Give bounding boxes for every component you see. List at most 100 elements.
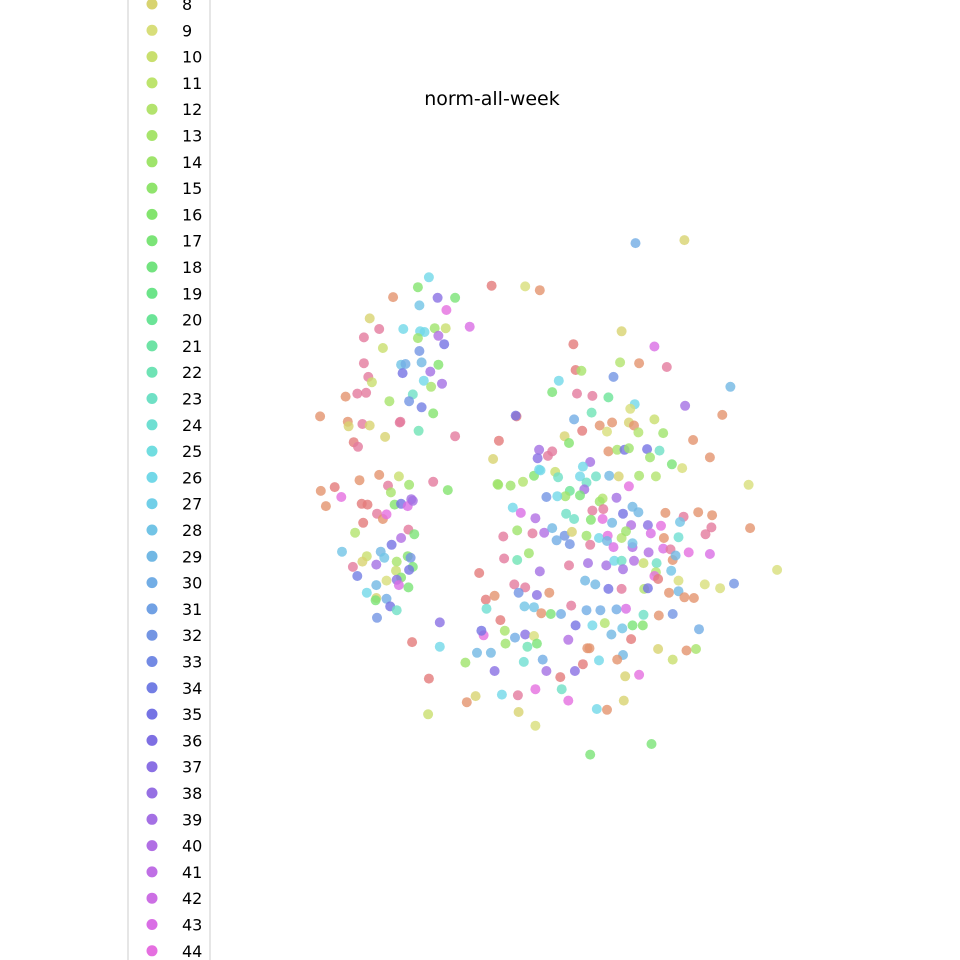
data-point [691, 644, 701, 654]
data-point [412, 282, 423, 293]
data-point [576, 365, 587, 376]
data-point [509, 579, 520, 590]
legend-marker [146, 235, 158, 247]
data-point [585, 457, 596, 467]
data-point [534, 566, 545, 577]
data-point [520, 281, 531, 292]
data-point [418, 375, 429, 386]
legend-marker [146, 708, 158, 720]
data-point [437, 378, 447, 389]
data-point [564, 560, 574, 571]
legend-marker [146, 261, 158, 273]
data-point [380, 431, 391, 442]
data-point [599, 618, 610, 629]
data-point [568, 339, 579, 350]
legend-label: 33 [182, 653, 202, 672]
data-point [673, 532, 684, 543]
data-point [643, 547, 654, 558]
data-point [534, 285, 545, 296]
data-point [481, 603, 492, 614]
legend-label: 43 [182, 916, 202, 935]
data-point [656, 520, 666, 531]
legend-marker [146, 393, 158, 404]
data-point [580, 575, 591, 586]
data-point [499, 625, 510, 636]
data-point [566, 526, 577, 537]
data-point [627, 620, 638, 631]
data-point [404, 396, 415, 407]
legend-marker [146, 919, 158, 930]
data-point [384, 396, 395, 407]
data-point [627, 501, 638, 512]
data-point [634, 470, 645, 481]
data-point [560, 491, 571, 502]
data-point [385, 487, 396, 498]
chart-title: norm-all-week [424, 88, 560, 110]
data-point [397, 368, 408, 379]
data-point [364, 420, 375, 431]
legend-label: 30 [182, 574, 202, 593]
legend-label: 36 [182, 731, 202, 750]
data-point [493, 435, 504, 446]
data-point [725, 381, 736, 392]
data-point [374, 324, 385, 334]
data-point [379, 552, 390, 563]
data-point [407, 495, 418, 506]
legend-marker [146, 603, 158, 615]
legend-label: 26 [182, 468, 202, 487]
legend-marker [146, 656, 158, 667]
data-point [629, 555, 639, 566]
data-point [337, 546, 347, 557]
data-point [513, 707, 524, 717]
data-point [527, 528, 538, 539]
data-point [439, 339, 450, 350]
legend-marker [146, 787, 158, 799]
data-point [414, 346, 425, 356]
data-point [472, 647, 482, 658]
data-point [450, 431, 461, 442]
data-point [693, 507, 704, 518]
data-point [564, 438, 574, 448]
data-point [666, 459, 677, 470]
data-point [569, 666, 580, 676]
data-point [393, 471, 404, 482]
data-point [602, 704, 612, 715]
data-point [638, 609, 649, 620]
data-point [371, 559, 382, 570]
data-point [374, 469, 385, 480]
data-point [432, 292, 443, 303]
legend-label: 9 [182, 21, 192, 40]
data-point [433, 359, 444, 370]
legend-marker [146, 577, 158, 589]
data-point [581, 605, 592, 616]
data-point [486, 280, 497, 291]
data-point [343, 421, 354, 432]
data-point [620, 671, 631, 682]
data-point [670, 550, 681, 561]
data-point [522, 641, 533, 652]
data-point [587, 390, 598, 401]
legend-label: 10 [182, 48, 202, 67]
data-point [547, 387, 558, 398]
data-point [386, 539, 397, 550]
legend-marker [146, 130, 158, 141]
data-point [608, 371, 619, 382]
data-point [653, 574, 664, 584]
data-point [412, 333, 423, 344]
data-point [642, 444, 653, 455]
data-point [675, 517, 685, 527]
legend-frame [127, 0, 211, 960]
legend-label: 37 [182, 758, 202, 777]
data-point [391, 565, 401, 576]
data-point [563, 695, 574, 706]
data-point [534, 444, 545, 455]
legend-marker [146, 734, 158, 746]
data-point [563, 634, 574, 645]
data-point [683, 547, 694, 558]
legend-label: 8 [182, 0, 192, 14]
legend-label: 16 [182, 205, 202, 224]
legend-marker [146, 156, 158, 168]
legend-marker [146, 182, 158, 194]
data-point [611, 492, 622, 503]
data-point [650, 471, 661, 482]
